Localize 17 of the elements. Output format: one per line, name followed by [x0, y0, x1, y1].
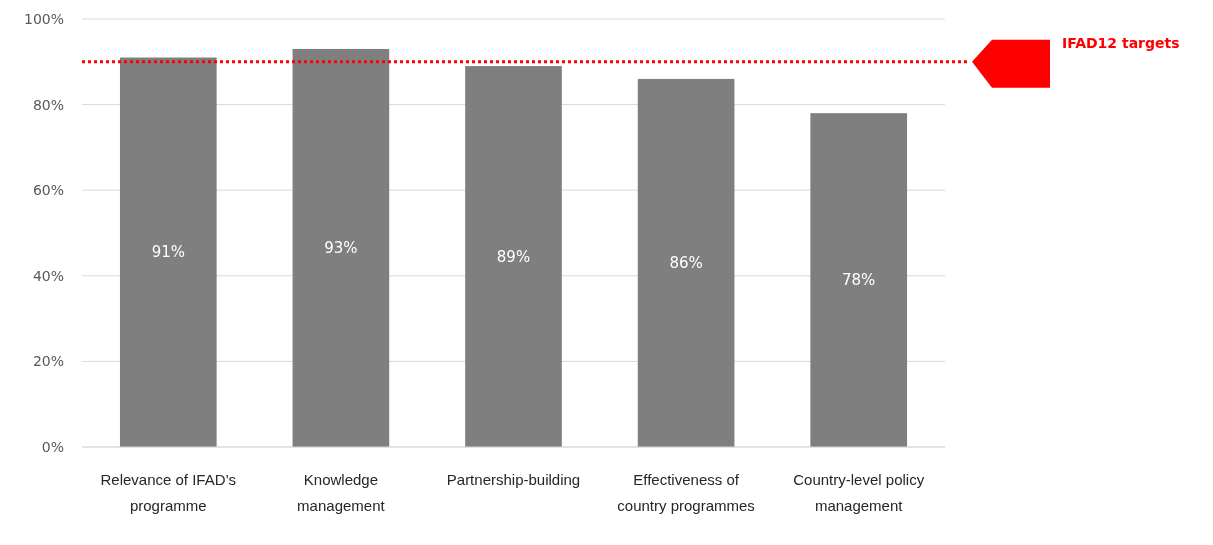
- data-label: 78%: [842, 271, 876, 290]
- data-label: 86%: [669, 253, 703, 272]
- data-label: 91%: [151, 243, 185, 262]
- data-label: 89%: [496, 247, 531, 266]
- y-tick-label: 60%: [32, 182, 64, 199]
- y-tick-label: 100%: [23, 10, 64, 27]
- data-label: 93%: [324, 238, 358, 257]
- y-tick-label: 80%: [32, 96, 64, 113]
- ref-line-label: IFAD12 targets: [1062, 34, 1180, 51]
- x-tick-label: Country-level policy management: [793, 471, 925, 514]
- y-tick-label: 40%: [32, 267, 64, 284]
- x-tick-label: Relevance of IFAD’s programme: [100, 471, 237, 514]
- x-tick-label: Partnership-building: [446, 471, 581, 488]
- y-tick-label: 0%: [41, 438, 64, 455]
- y-tick-label: 20%: [32, 353, 64, 370]
- x-tick-label: Effectiveness of country programmes: [617, 471, 755, 514]
- x-tick-label: Knowledge management: [297, 471, 386, 514]
